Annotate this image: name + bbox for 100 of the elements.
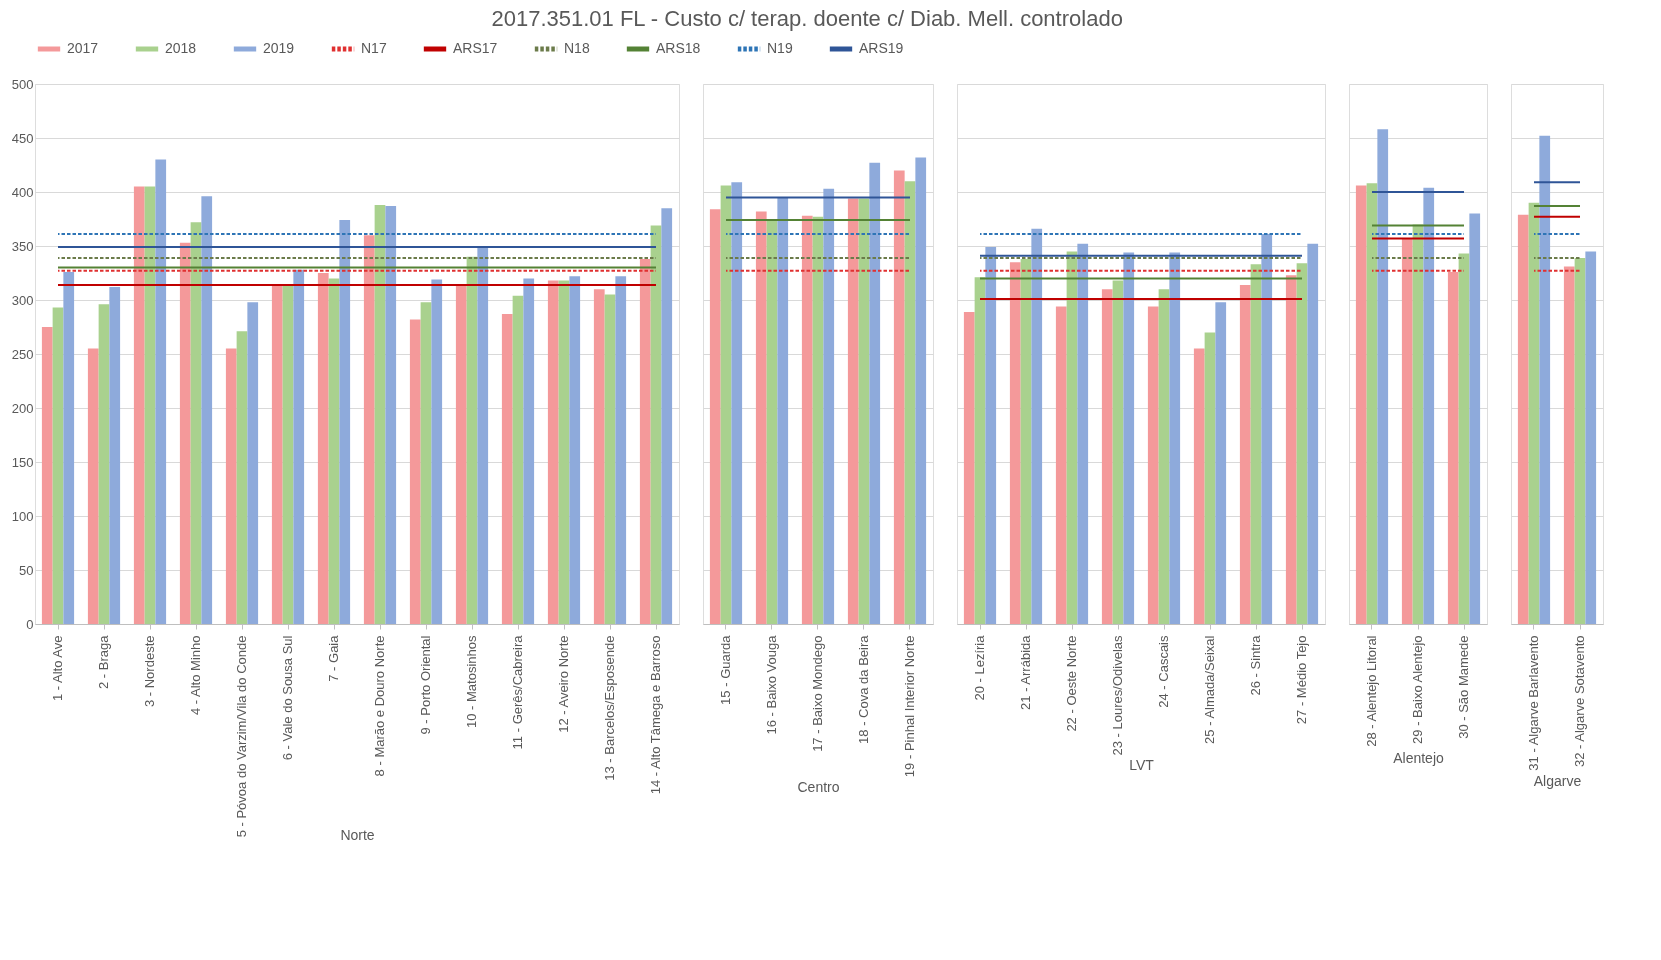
x-tick-label: 18 - Cova da Beira	[856, 634, 871, 744]
legend-label: ARS18	[656, 40, 701, 56]
x-tick-label: 7 - Gaia	[326, 634, 341, 682]
bar	[1469, 213, 1481, 624]
bar	[201, 196, 213, 624]
x-tick-label: 4 - Alto Minho	[188, 635, 203, 715]
x-tick-label: 23 - Loures/Odivelas	[1110, 635, 1125, 756]
legend-label: 2019	[263, 40, 295, 56]
x-tick-label: 19 - Pinhal Interior Norte	[902, 635, 917, 778]
bar	[847, 198, 859, 624]
bar	[1528, 202, 1540, 624]
bar	[1355, 185, 1367, 624]
legend-label: ARS19	[859, 40, 904, 56]
bar	[1147, 306, 1159, 624]
bar	[282, 285, 294, 624]
x-tick-label: 32 - Algarve Sotavento	[1572, 635, 1587, 768]
legend-label: N18	[564, 40, 590, 56]
y-tick-label: 50	[19, 562, 34, 578]
legend-label: 2018	[165, 40, 197, 56]
bar	[569, 276, 581, 624]
bar	[1539, 135, 1551, 624]
bar	[869, 162, 881, 624]
bar	[409, 319, 421, 624]
bar	[1215, 302, 1227, 624]
bar	[41, 327, 53, 624]
bar	[1517, 214, 1529, 624]
x-tick-label: 11 - Gerês/Cabreira	[510, 634, 525, 750]
x-tick-label: 28 - Alentejo Litoral	[1364, 635, 1379, 747]
legend-label: ARS17	[453, 40, 498, 56]
x-tick-label: 14 - Alto Tâmega e Barroso	[648, 635, 663, 795]
x-tick-label: 25 - Almada/Seixal	[1202, 635, 1217, 744]
bar	[1239, 284, 1251, 624]
y-tick-label: 200	[11, 400, 34, 416]
bar	[904, 181, 916, 624]
bar	[317, 273, 329, 624]
y-tick-label: 350	[11, 238, 34, 254]
x-tick-label: 6 - Vale do Sousa Sul	[280, 635, 295, 761]
bar	[963, 311, 975, 624]
bar	[98, 304, 110, 624]
bar	[455, 285, 467, 624]
bar	[731, 182, 743, 624]
bar	[1101, 289, 1113, 624]
y-tick-label: 100	[11, 508, 34, 524]
bar	[766, 219, 778, 624]
bar	[512, 295, 524, 624]
bar	[1077, 243, 1089, 624]
bar	[1009, 262, 1021, 624]
x-tick-label: 12 - Aveiro Norte	[556, 635, 571, 733]
bar	[52, 307, 64, 624]
x-axis-title: Norte	[340, 826, 375, 843]
text: 2017.351.01 FL - Custo c/ terap. doente c/ Diab. Mell. controlado	[491, 6, 1123, 31]
x-tick-label: 2 - Braga	[96, 634, 111, 689]
bar	[858, 198, 870, 624]
bar	[236, 331, 248, 624]
bar	[247, 302, 259, 624]
bar	[109, 287, 121, 624]
x-tick-label: 5 - Póvoa do Varzim/Vila do Conde	[234, 635, 249, 838]
x-axis-title: Algarve	[1533, 773, 1582, 790]
x-axis-title: Centro	[797, 779, 840, 796]
x-tick-label: 8 - Marão e Douro Norte	[372, 635, 387, 777]
x-tick-label: 30 - São Mamede	[1456, 635, 1471, 739]
bar	[593, 289, 605, 624]
bar	[133, 186, 145, 624]
x-tick-label: 21 - Arrábida	[1018, 634, 1033, 710]
x-tick-label: 13 - Barcelos/Esposende	[602, 635, 617, 781]
bar	[801, 215, 813, 624]
bar	[1055, 306, 1067, 624]
x-tick-label: 1 - Alto Ave	[50, 635, 65, 702]
bar	[1377, 129, 1389, 624]
bar	[650, 225, 662, 624]
x-tick-label: 29 - Baixo Alentejo	[1410, 635, 1425, 744]
bar	[915, 157, 927, 624]
x-tick-label: 27 - Médio Tejo	[1294, 635, 1309, 725]
bar	[1423, 187, 1435, 624]
bar	[179, 242, 191, 624]
bar	[1285, 275, 1297, 624]
y-tick-label: 250	[11, 346, 34, 362]
y-tick-label: 300	[11, 292, 34, 308]
bar	[1574, 257, 1586, 624]
bar	[63, 271, 75, 624]
bar	[974, 277, 986, 624]
bar	[155, 159, 167, 624]
legend-label: 2017	[67, 40, 99, 56]
bar	[1123, 252, 1135, 624]
bar	[466, 256, 478, 624]
bar	[385, 206, 397, 624]
bar	[1447, 271, 1459, 624]
x-tick-label: 9 - Porto Oriental	[418, 635, 433, 735]
legend-label: N19	[767, 40, 793, 56]
bar	[523, 278, 535, 624]
x-tick-label: 15 - Guarda	[718, 634, 733, 705]
y-tick-label: 450	[11, 130, 34, 146]
bar	[1250, 264, 1262, 624]
bar	[374, 204, 386, 624]
bar	[720, 185, 732, 624]
x-tick-label: 17 - Baixo Mondego	[810, 635, 825, 752]
y-tick-label: 500	[11, 76, 34, 92]
bar	[1412, 224, 1424, 624]
bar	[661, 208, 673, 624]
bar	[547, 280, 559, 624]
